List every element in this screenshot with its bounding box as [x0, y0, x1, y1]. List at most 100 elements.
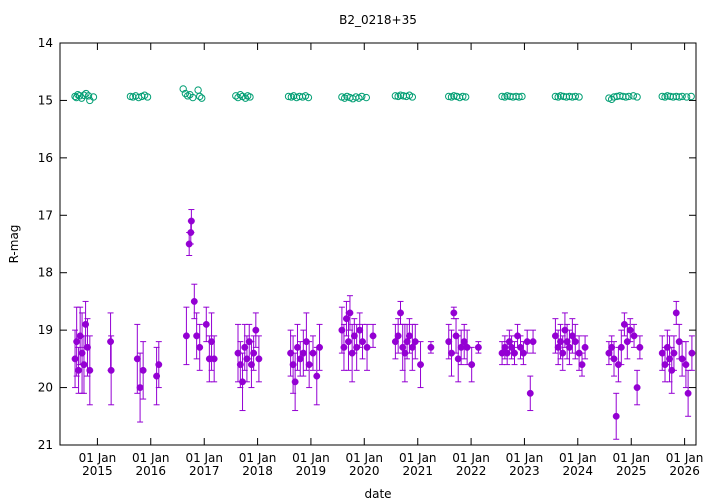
data-point: [340, 94, 349, 102]
data-point: [670, 349, 678, 357]
data-point: [196, 92, 204, 101]
data-point: [688, 349, 696, 357]
y-tick-label: 15: [38, 93, 53, 107]
data-point: [408, 93, 417, 101]
data-point: [194, 86, 202, 94]
x-tick-label-year: 2019: [296, 464, 327, 478]
data-point: [581, 343, 589, 351]
data-point: [619, 92, 627, 101]
data-point: [551, 92, 560, 101]
x-tick-label: 01 Jan: [559, 451, 597, 465]
data-point: [304, 93, 313, 102]
data-point: [450, 309, 458, 317]
data-point: [622, 93, 630, 101]
data-point: [568, 332, 576, 340]
data-point: [457, 343, 465, 351]
data-point: [236, 361, 244, 369]
data-point: [284, 92, 293, 101]
data-point: [575, 93, 583, 101]
data-point: [563, 338, 571, 346]
data-point: [529, 338, 537, 346]
data-point: [86, 96, 94, 105]
data-point: [578, 361, 586, 369]
data-point: [299, 349, 307, 357]
data-point: [84, 92, 93, 100]
data-point: [71, 355, 79, 363]
data-point: [345, 338, 352, 346]
data-point: [612, 412, 620, 420]
data-point: [358, 92, 366, 101]
data-point: [75, 366, 83, 374]
x-tick-label: 01 Jan: [666, 451, 704, 465]
data-point: [517, 343, 524, 351]
y-tick-label: 16: [38, 151, 53, 165]
x-tick-label-year: 2017: [189, 464, 220, 478]
data-point: [559, 349, 567, 357]
x-tick-label: 01 Jan: [399, 451, 437, 465]
x-axis-label: date: [364, 487, 391, 501]
y-axis: 14 15 16 17 18 19 20 21: [38, 36, 696, 452]
data-point: [658, 349, 666, 357]
data-point: [658, 92, 666, 101]
x-tick-label: 01 Jan: [79, 451, 117, 465]
data-point: [181, 89, 190, 98]
data-point: [508, 343, 516, 351]
data-point: [617, 343, 625, 351]
data-point: [309, 349, 317, 357]
data-point: [408, 343, 416, 351]
data-point: [571, 92, 579, 101]
data-point: [682, 93, 691, 101]
x-tick-label: 01 Jan: [506, 451, 544, 465]
x-tick-label-year: 2016: [135, 464, 166, 478]
y-axis-label: R-mag: [7, 225, 21, 264]
data-point: [359, 338, 366, 346]
data-point: [198, 94, 206, 102]
data-point: [208, 338, 215, 346]
data-point: [107, 366, 115, 374]
data-point: [397, 309, 404, 317]
series-0: [71, 85, 695, 105]
data-point: [626, 326, 634, 334]
data-point: [241, 343, 249, 351]
data-point: [313, 372, 321, 380]
data-point: [107, 338, 115, 346]
plot-frame: [59, 42, 697, 446]
data-point: [571, 338, 579, 346]
x-tick-label-year: 2026: [669, 464, 700, 478]
data-point: [687, 92, 695, 101]
data-point: [515, 93, 523, 101]
data-point: [84, 343, 91, 351]
data-point: [498, 92, 506, 101]
data-point: [86, 366, 94, 374]
data-point: [605, 349, 613, 357]
data-point: [316, 343, 323, 351]
x-tick-label-year: 2015: [82, 464, 113, 478]
data-point: [80, 91, 88, 99]
data-point: [445, 338, 453, 346]
data-point: [250, 349, 258, 357]
data-point: [82, 89, 90, 98]
data-point: [75, 92, 84, 100]
data-point: [523, 338, 531, 346]
y-tick-label: 19: [38, 323, 53, 337]
data-point: [190, 297, 198, 305]
data-point: [139, 366, 147, 374]
data-point: [554, 343, 562, 351]
y-tick-label: 20: [38, 381, 53, 395]
data-point: [241, 94, 250, 102]
data-point: [346, 309, 354, 317]
data-point: [417, 361, 424, 369]
data-point: [340, 343, 348, 351]
x-tick-label: 01 Jan: [452, 451, 490, 465]
data-point: [411, 338, 419, 346]
data-point: [678, 92, 686, 101]
data-point: [610, 355, 618, 363]
data-point: [403, 338, 411, 346]
data-point: [551, 332, 559, 340]
y-tick-label: 17: [38, 208, 53, 222]
data-point: [179, 85, 187, 93]
data-point: [189, 93, 197, 102]
data-point: [454, 355, 462, 363]
data-point: [633, 93, 641, 101]
data-point: [526, 389, 534, 397]
